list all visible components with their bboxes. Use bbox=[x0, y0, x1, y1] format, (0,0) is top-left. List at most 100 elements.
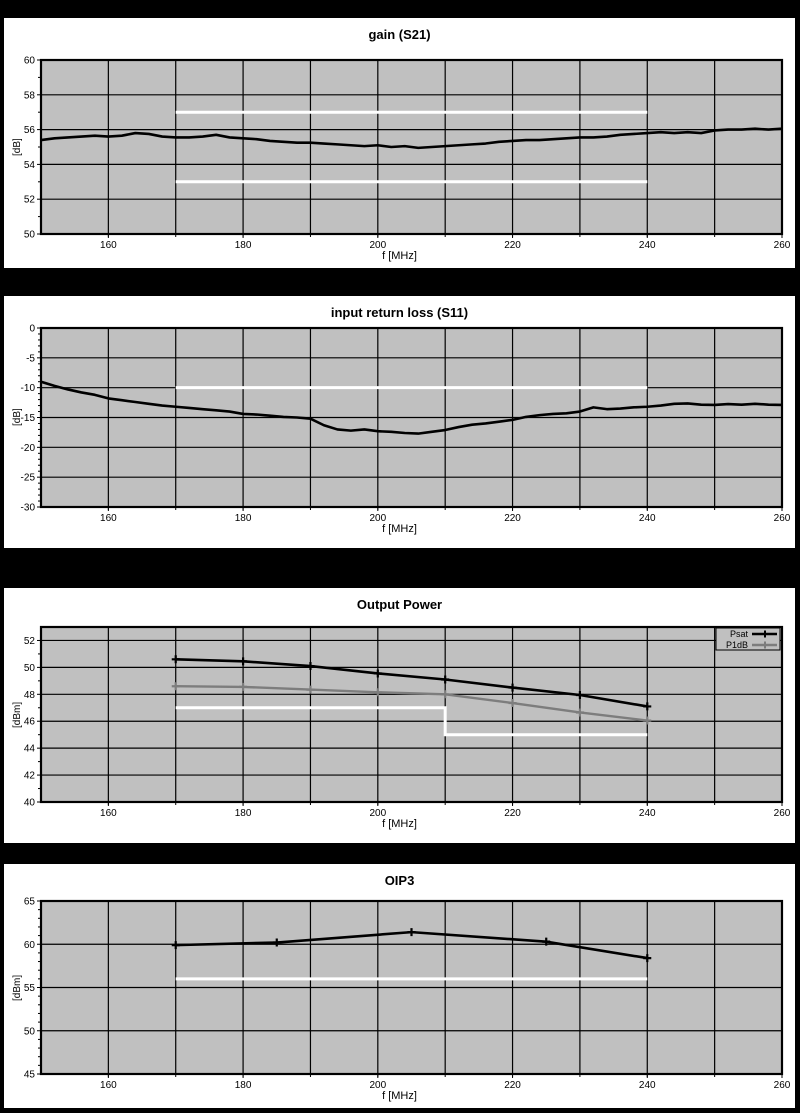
data-point-marker bbox=[407, 928, 416, 937]
x-tick-label: 180 bbox=[235, 808, 252, 819]
data-point-marker bbox=[272, 938, 281, 947]
x-tick-label: 220 bbox=[504, 513, 521, 524]
data-point-marker bbox=[575, 708, 584, 717]
y-tick-label: 0 bbox=[29, 324, 35, 335]
panel-input-return-loss-s11: -30 -25 -20 -15 -10 -5 0 160 180 200 220 240 260 inp… bbox=[4, 296, 795, 548]
y-tick-label: 50 bbox=[24, 663, 36, 674]
legend-sample-marker bbox=[761, 641, 769, 649]
y-tick-label: 54 bbox=[24, 160, 36, 171]
y-tick-label: 50 bbox=[24, 230, 36, 241]
x-tick-label: 200 bbox=[369, 1080, 386, 1091]
x-tick-label: 200 bbox=[369, 240, 386, 251]
y-tick-label: 48 bbox=[24, 690, 36, 701]
x-tick-label: 240 bbox=[639, 513, 656, 524]
data-point-marker bbox=[643, 954, 652, 963]
chart-title: gain (S21) bbox=[368, 27, 431, 42]
gain-s21-chart: 50 52 54 56 58 60 160 180 200 220 240 260 bbox=[24, 56, 791, 252]
y-tick-label: 40 bbox=[24, 798, 36, 809]
data-point-marker bbox=[643, 716, 652, 725]
data-point-marker bbox=[508, 683, 517, 692]
data-point-marker bbox=[575, 690, 584, 699]
data-point-marker bbox=[171, 655, 180, 664]
data-point-marker bbox=[441, 690, 450, 699]
panel-gain-s21: 50 52 54 56 58 60 160 180 200 220 240 260 gain (S21… bbox=[4, 18, 795, 268]
series-P1dB bbox=[175, 685, 648, 722]
y-tick-label: -25 bbox=[21, 473, 36, 484]
y-tick-label: -30 bbox=[21, 503, 36, 514]
data-point-marker bbox=[171, 682, 180, 691]
data-point-marker bbox=[171, 941, 180, 950]
x-tick-label: 260 bbox=[774, 808, 791, 819]
series-S11 bbox=[40, 380, 783, 435]
y-tick-label: -5 bbox=[26, 353, 35, 364]
x-axis-label: f [MHz] bbox=[382, 818, 417, 830]
y-tick-label: 60 bbox=[24, 56, 36, 67]
data-point-marker bbox=[373, 688, 382, 697]
x-tick-label: 160 bbox=[100, 808, 117, 819]
y-tick-label: 58 bbox=[24, 90, 36, 101]
oip3-chart: 45 50 55 60 65 160 180 200 220 240 260 bbox=[24, 897, 791, 1092]
legend-label: P1dB bbox=[726, 640, 748, 650]
x-tick-label: 240 bbox=[639, 808, 656, 819]
y-tick-label: 52 bbox=[24, 636, 36, 647]
data-point-marker bbox=[239, 657, 248, 666]
legend-label: Psat bbox=[730, 629, 749, 639]
x-tick-label: 160 bbox=[100, 513, 117, 524]
x-tick-label: 240 bbox=[639, 1080, 656, 1091]
x-axis-label: f [MHz] bbox=[382, 250, 417, 262]
x-tick-label: 240 bbox=[639, 240, 656, 251]
y-axis-label: [dB] bbox=[12, 408, 23, 427]
data-point-marker bbox=[306, 685, 315, 694]
x-tick-label: 220 bbox=[504, 808, 521, 819]
data-point-marker bbox=[239, 682, 248, 691]
data-point-marker bbox=[373, 669, 382, 678]
panel-output-power: 40 42 44 46 48 50 52 160 180 200 220 240 260 Psat P1dB… bbox=[4, 588, 795, 843]
y-axis-label: [dB] bbox=[12, 138, 23, 156]
x-tick-label: 180 bbox=[235, 1080, 252, 1091]
y-tick-label: 42 bbox=[24, 771, 36, 782]
series-gain bbox=[40, 127, 783, 150]
y-tick-label: 52 bbox=[24, 195, 36, 206]
input-return-loss-s11-chart: -30 -25 -20 -15 -10 -5 0 160 180 200 220 240 260 bbox=[21, 324, 791, 525]
y-tick-label: 44 bbox=[24, 744, 36, 755]
data-point-marker bbox=[306, 662, 315, 671]
x-tick-label: 260 bbox=[774, 1080, 791, 1091]
x-tick-label: 220 bbox=[504, 1080, 521, 1091]
series-Psat bbox=[175, 658, 648, 708]
y-tick-label: -10 bbox=[21, 383, 36, 394]
data-point-marker bbox=[441, 675, 450, 684]
y-tick-label: 46 bbox=[24, 717, 36, 728]
chart-title: OIP3 bbox=[384, 873, 415, 888]
plot-border bbox=[39, 625, 784, 804]
y-axis-label: [dBm] bbox=[12, 974, 23, 1001]
x-tick-label: 160 bbox=[100, 240, 117, 251]
y-tick-label: 45 bbox=[24, 1070, 36, 1081]
x-axis-label: f [MHz] bbox=[382, 523, 417, 535]
x-axis-label: f [MHz] bbox=[382, 1090, 417, 1102]
x-tick-label: 260 bbox=[774, 513, 791, 524]
x-tick-label: 180 bbox=[235, 513, 252, 524]
y-tick-label: -20 bbox=[21, 443, 36, 454]
x-tick-label: 180 bbox=[235, 240, 252, 251]
spec-limit-line bbox=[175, 706, 648, 737]
chart-title: Output Power bbox=[356, 597, 443, 612]
y-tick-label: -15 bbox=[21, 413, 36, 424]
y-tick-label: 56 bbox=[24, 125, 36, 136]
data-point-marker bbox=[643, 702, 652, 711]
x-tick-label: 220 bbox=[504, 240, 521, 251]
legend-sample-marker bbox=[761, 630, 769, 638]
panel-oip3: 45 50 55 60 65 160 180 200 220 240 260 OIP3 [dBm] … bbox=[4, 864, 795, 1108]
x-tick-label: 200 bbox=[369, 808, 386, 819]
y-tick-label: 60 bbox=[24, 940, 36, 951]
y-tick-label: 50 bbox=[24, 1026, 36, 1037]
y-axis-label: [dBm] bbox=[12, 701, 23, 728]
chart-title: input return loss (S11) bbox=[330, 305, 469, 320]
y-tick-label: 65 bbox=[24, 897, 36, 908]
plot-area bbox=[41, 627, 782, 802]
x-tick-label: 200 bbox=[369, 513, 386, 524]
y-tick-label: 55 bbox=[24, 983, 36, 994]
data-point-marker bbox=[508, 699, 517, 708]
data-point-marker bbox=[542, 937, 551, 946]
